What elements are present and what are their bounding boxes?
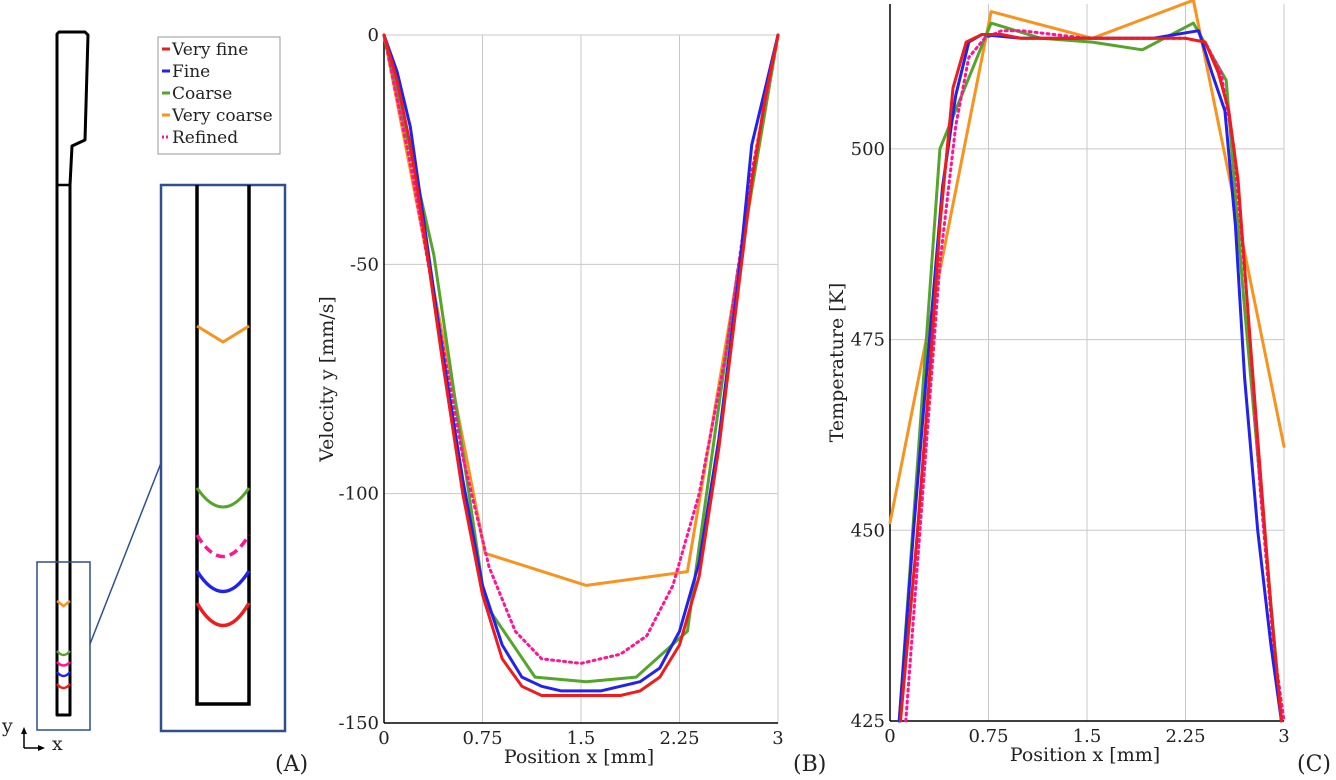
front-refined xyxy=(56,661,71,667)
inset-front-fine xyxy=(195,570,251,594)
axes-indicator: y x xyxy=(1,715,63,755)
x-tick-label: 0.75 xyxy=(968,726,1008,747)
x-tick-label: 1.5 xyxy=(567,728,596,749)
x-tick-label: 2.25 xyxy=(659,728,699,749)
inset-front-very-coarse xyxy=(196,324,250,344)
y-tick-label: 0 xyxy=(368,25,379,46)
legend-label-refined: Refined xyxy=(172,128,238,148)
x-tick-label: 1.5 xyxy=(1073,726,1102,747)
series-line-fine xyxy=(897,29,1283,723)
x-tick-label: 0 xyxy=(378,728,389,749)
x-axis-title: Position x [mm] xyxy=(1010,744,1160,766)
series-line-very-fine xyxy=(899,33,1283,723)
x-axis-title: Position x [mm] xyxy=(504,746,654,768)
series-line-very-fine xyxy=(382,33,780,697)
x-tick-label: 2.25 xyxy=(1165,726,1205,747)
zoom-region-box xyxy=(36,561,91,731)
velocity-chart: 0 0.75 1.5 2.25 3 0 -50 -100 -150 Position x [mm]… xyxy=(316,25,784,768)
x-tick-label: 3 xyxy=(1278,726,1289,747)
x-axis-letter: x xyxy=(52,733,63,755)
series-line-refined xyxy=(382,33,780,665)
series-line-coarse xyxy=(382,33,780,684)
legend-label-fine: Fine xyxy=(172,62,210,82)
panel-label-c: (C) xyxy=(1297,752,1331,777)
y-tick-label: 500 xyxy=(851,139,885,160)
legend-label-very-coarse: Very coarse xyxy=(171,106,273,126)
front-very-coarse xyxy=(56,600,71,608)
y-axis-title: Velocity y [mm/s] xyxy=(316,296,338,463)
zoom-inset xyxy=(159,183,287,733)
x-tick-label: 0.75 xyxy=(462,728,502,749)
inset-front-refined xyxy=(195,534,251,559)
zoom-connector-top xyxy=(89,462,162,645)
channel-outline xyxy=(55,30,90,717)
y-tick-label: 425 xyxy=(851,711,885,732)
front-very-fine xyxy=(56,683,71,690)
legend-label-coarse: Coarse xyxy=(172,84,232,104)
y-axis-letter: y xyxy=(1,715,13,737)
front-fine xyxy=(56,671,71,678)
x-arrow-head xyxy=(38,745,45,751)
panel-label-b: (B) xyxy=(793,752,826,777)
inset-front-coarse xyxy=(195,487,251,509)
x-tick-label: 0 xyxy=(884,726,895,747)
y-arrow-head xyxy=(21,727,27,734)
temperature-chart: 0 0.75 1.5 2.25 3 425 450 475 500 Position x [mm]… xyxy=(826,0,1290,766)
x-tick-label: 3 xyxy=(772,728,783,749)
legend-label-very-fine: Very fine xyxy=(171,40,248,60)
inset-channel-walls xyxy=(195,185,251,706)
y-tick-label: -50 xyxy=(350,254,379,275)
legend-box xyxy=(157,36,281,155)
inset-front-very-fine xyxy=(195,602,251,628)
y-tick-label: 475 xyxy=(851,330,885,351)
y-tick-label: -100 xyxy=(339,484,379,505)
panel-label-a: (A) xyxy=(275,752,308,777)
front-coarse xyxy=(56,650,71,657)
y-tick-label: -150 xyxy=(339,713,379,734)
y-tick-label: 450 xyxy=(851,520,885,541)
y-axis-title: Temperature [K] xyxy=(826,283,848,443)
series-line-coarse xyxy=(897,21,1283,723)
